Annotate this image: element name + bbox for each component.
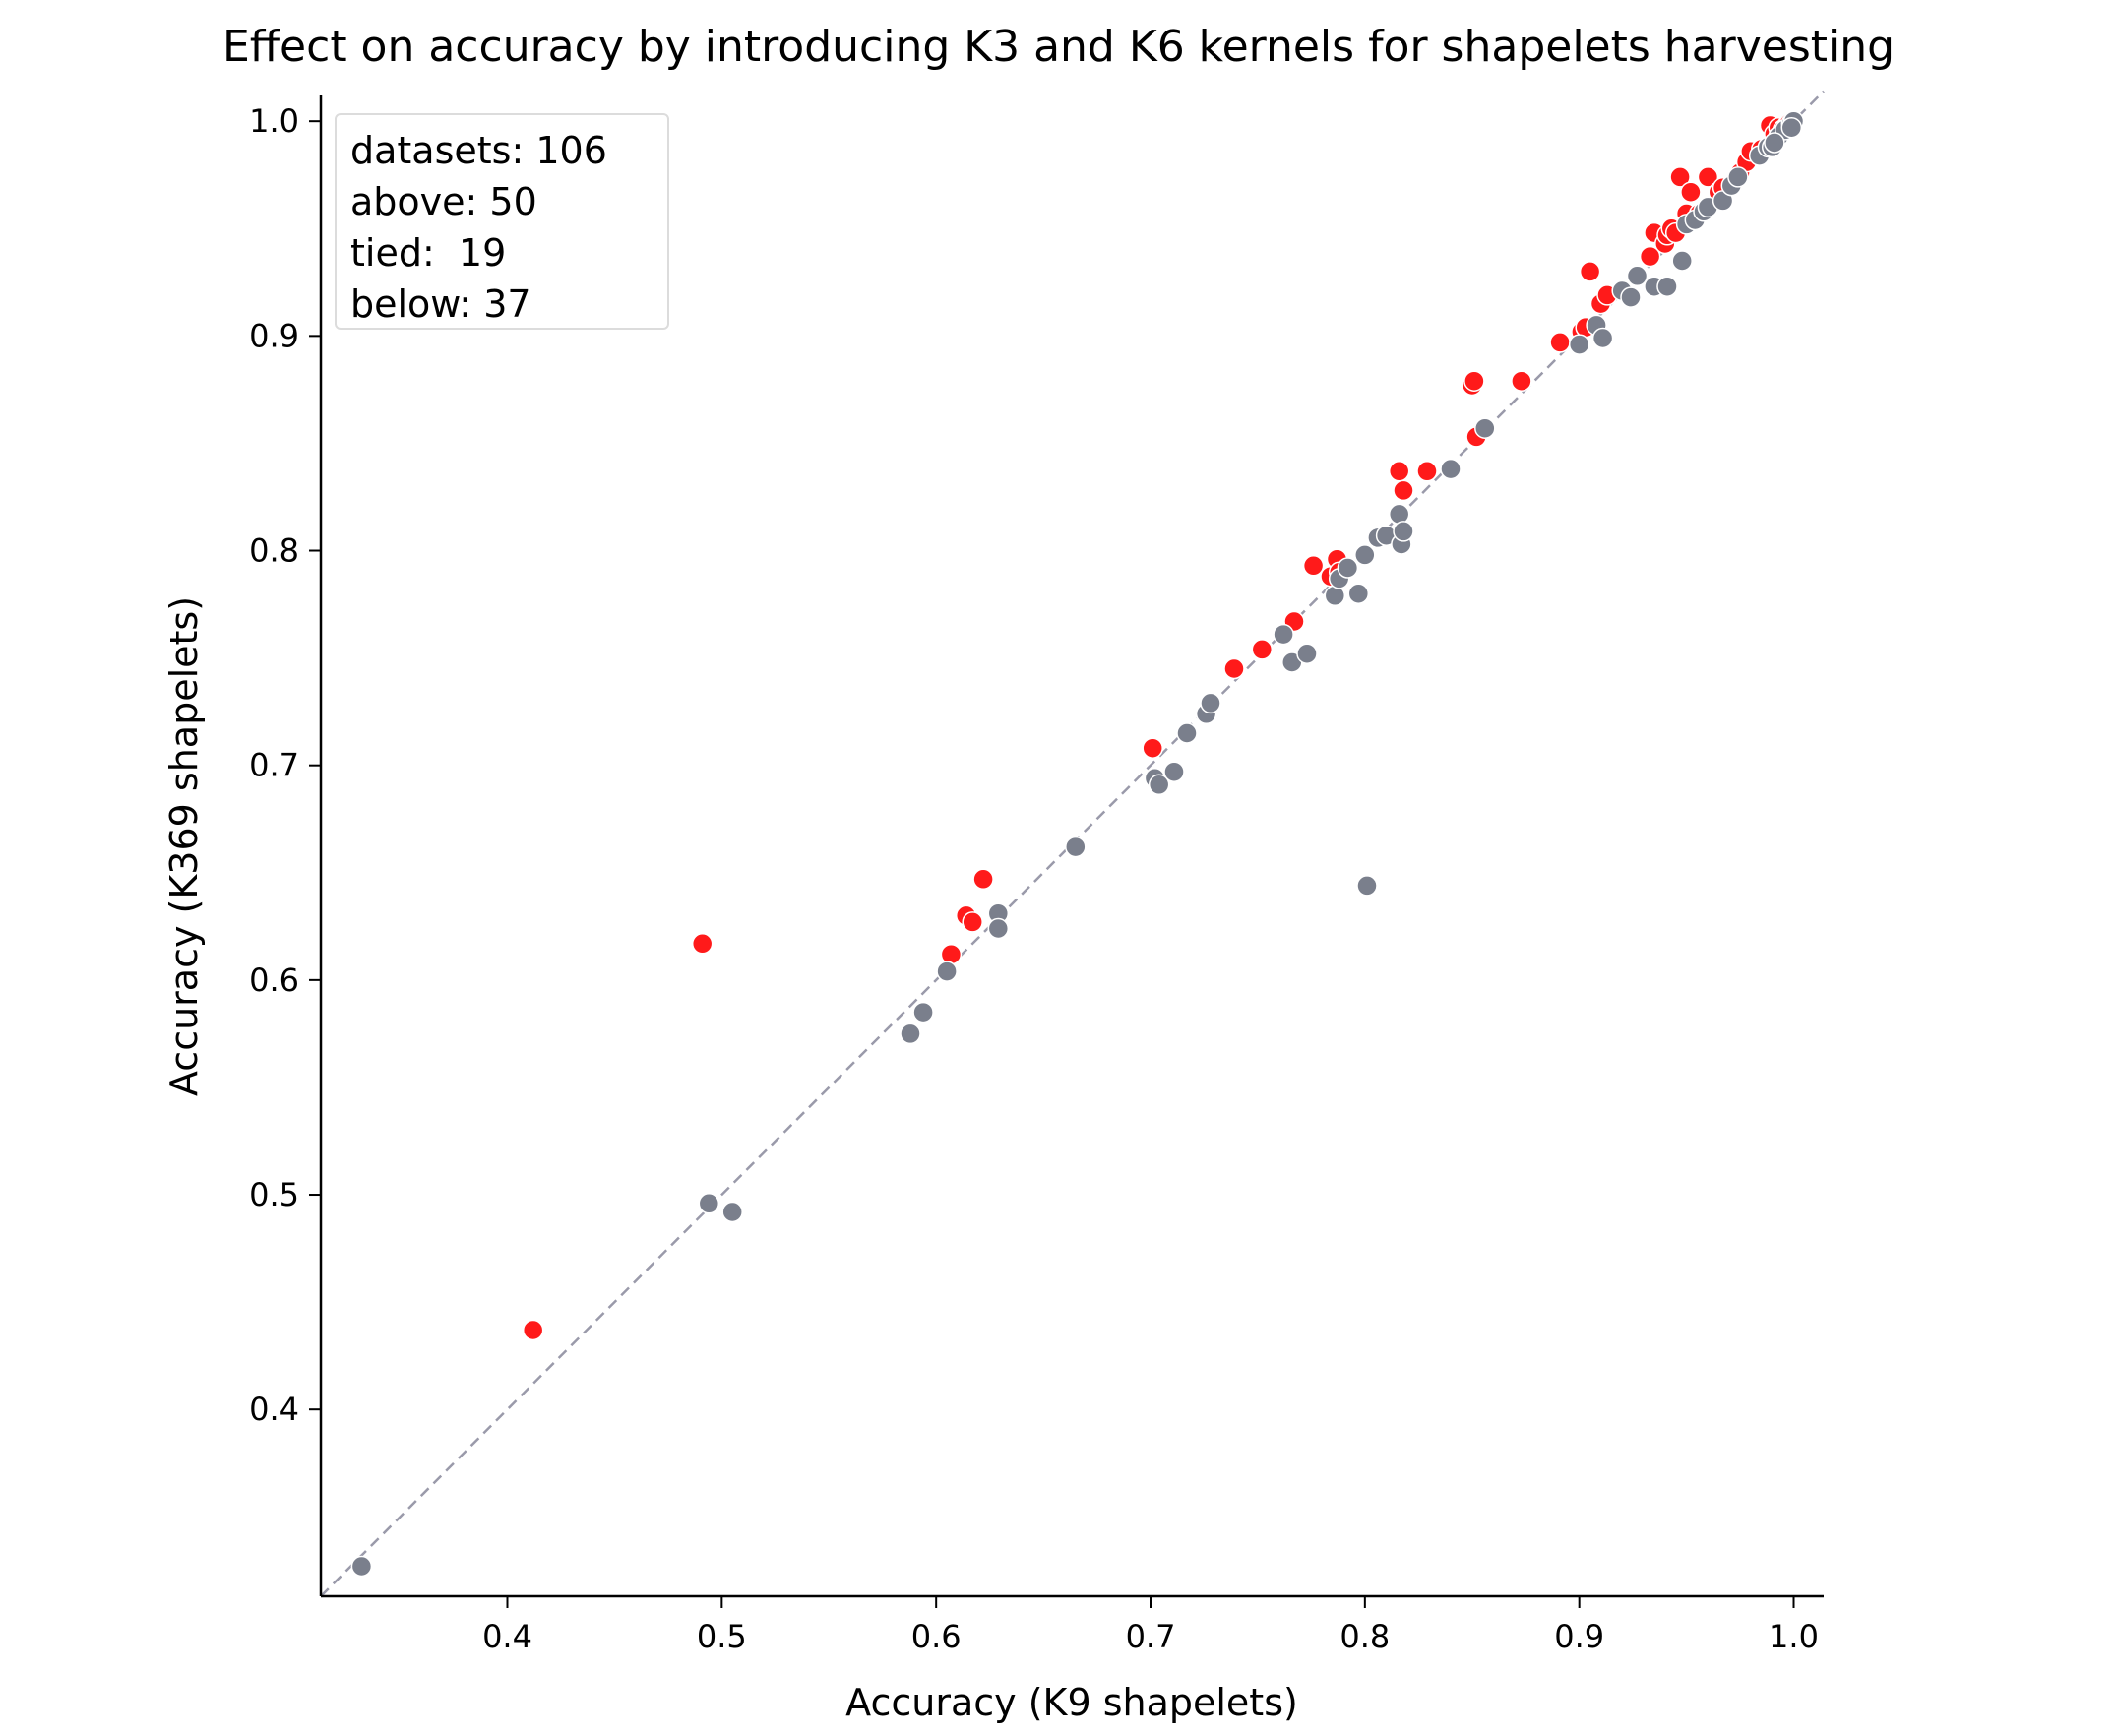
point-not-above-20 bbox=[1337, 557, 1359, 579]
point-not-above-46 bbox=[1727, 166, 1749, 188]
y-tick-label-5: 0.9 bbox=[249, 317, 299, 354]
point-above-24 bbox=[1579, 261, 1601, 282]
point-not-above-35 bbox=[1620, 286, 1642, 308]
point-not-above-33 bbox=[1591, 327, 1614, 349]
point-not-above-2 bbox=[721, 1201, 743, 1223]
point-not-above-15 bbox=[1273, 623, 1294, 646]
point-above-7 bbox=[1223, 657, 1245, 680]
point-not-above-3 bbox=[900, 1023, 921, 1045]
point-not-above-17 bbox=[1296, 643, 1318, 664]
point-above-35 bbox=[1680, 181, 1702, 203]
point-not-above-14 bbox=[1200, 692, 1221, 714]
point-above-14 bbox=[1388, 461, 1410, 482]
x-tick-label-4: 0.8 bbox=[1339, 1618, 1390, 1655]
point-above-1 bbox=[691, 933, 714, 955]
marks-layer bbox=[320, 90, 1825, 1597]
point-not-above-38 bbox=[1656, 276, 1678, 297]
point-above-6 bbox=[1142, 737, 1163, 759]
point-not-above-8 bbox=[1065, 836, 1087, 858]
x-tick-label-6: 1.0 bbox=[1769, 1618, 1819, 1655]
point-above-15 bbox=[1393, 479, 1414, 502]
point-above-8 bbox=[1251, 639, 1274, 660]
point-not-above-36 bbox=[1626, 265, 1649, 287]
x-tick-label-5: 0.9 bbox=[1554, 1618, 1604, 1655]
point-not-above-54 bbox=[1780, 116, 1803, 139]
stats-datasets: datasets: 106 bbox=[350, 129, 607, 172]
point-not-above-26 bbox=[1388, 503, 1410, 526]
point-above-33 bbox=[1669, 166, 1691, 188]
stats-below: below: 37 bbox=[350, 282, 531, 326]
point-above-10 bbox=[1302, 555, 1325, 577]
y-tick-label-2: 0.6 bbox=[249, 961, 299, 999]
point-above-4 bbox=[962, 911, 983, 933]
x-tick-label-1: 0.5 bbox=[697, 1618, 747, 1655]
point-not-above-5 bbox=[936, 961, 958, 982]
x-tick-label-2: 0.6 bbox=[911, 1618, 962, 1655]
stats-box: datasets: 106 above: 50 tied: 19 below: … bbox=[335, 113, 669, 330]
y-tick-label-1: 0.5 bbox=[249, 1176, 299, 1213]
point-not-above-55 bbox=[1764, 132, 1785, 154]
point-above-20 bbox=[1511, 370, 1532, 392]
stats-above: above: 50 bbox=[350, 180, 537, 223]
point-above-5 bbox=[972, 868, 994, 891]
x-tick-label-3: 0.7 bbox=[1126, 1618, 1176, 1655]
point-above-16 bbox=[1416, 461, 1438, 482]
x-axis-label: Accuracy (K9 shapelets) bbox=[845, 1681, 1298, 1724]
point-above-37 bbox=[1697, 166, 1719, 188]
point-not-above-39 bbox=[1671, 250, 1693, 272]
y-tick-label-0: 0.4 bbox=[249, 1391, 299, 1428]
point-not-above-28 bbox=[1393, 521, 1414, 542]
point-not-above-0 bbox=[350, 1555, 373, 1578]
point-not-above-31 bbox=[1568, 334, 1590, 355]
y-tick-label-6: 1.0 bbox=[249, 102, 299, 140]
chart-title: Effect on accuracy by introducing K3 and… bbox=[221, 22, 1896, 72]
point-above-0 bbox=[522, 1319, 544, 1341]
point-not-above-23 bbox=[1356, 875, 1378, 897]
y-axis-label: Accuracy (K369 shapelets) bbox=[162, 596, 206, 1096]
ticks-layer: 0.4 0.5 0.6 0.7 0.8 0.9 1.0 0.4 0.5 0.6 0.7 0.8 0.9 1… bbox=[249, 102, 1819, 1655]
point-not-above-21 bbox=[1347, 583, 1370, 604]
point-not-above-30 bbox=[1474, 417, 1496, 439]
point-not-above-22 bbox=[1354, 544, 1376, 566]
point-above-27 bbox=[1639, 245, 1661, 268]
point-not-above-29 bbox=[1440, 458, 1462, 480]
point-not-above-10 bbox=[1148, 774, 1170, 796]
point-not-above-11 bbox=[1163, 761, 1185, 782]
point-above-18 bbox=[1463, 370, 1485, 392]
y-tick-label-4: 0.8 bbox=[249, 532, 299, 570]
point-not-above-1 bbox=[698, 1193, 720, 1214]
point-not-above-12 bbox=[1176, 722, 1198, 744]
point-above-21 bbox=[1549, 332, 1571, 353]
point-not-above-4 bbox=[912, 1001, 934, 1023]
stats-tied: tied: 19 bbox=[350, 231, 507, 275]
x-tick-label-0: 0.4 bbox=[482, 1618, 532, 1655]
point-not-above-7 bbox=[987, 917, 1010, 940]
y-tick-label-3: 0.7 bbox=[249, 747, 299, 784]
